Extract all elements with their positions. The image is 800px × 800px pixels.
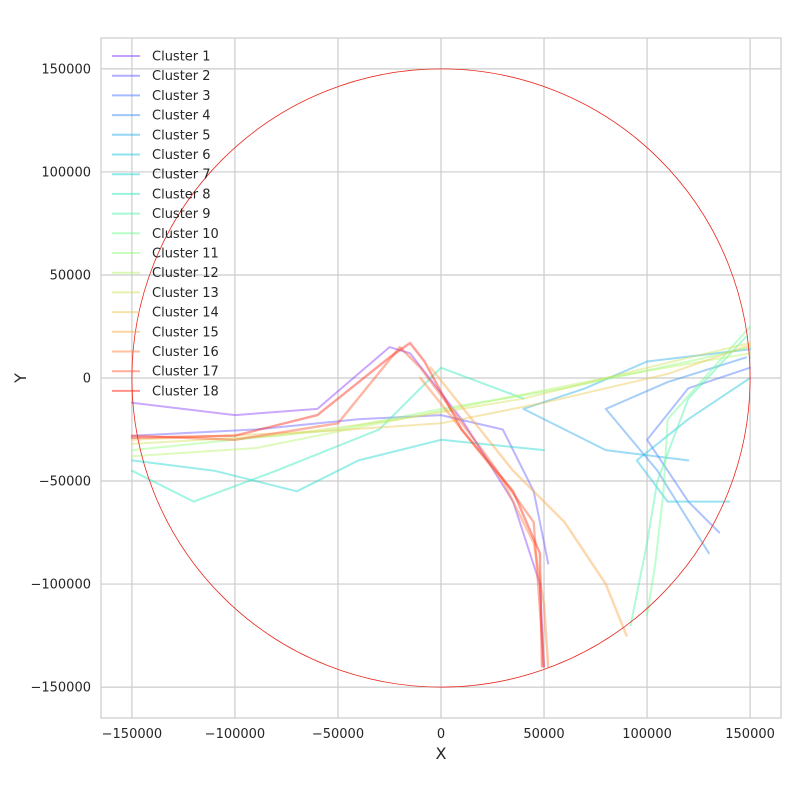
y-tick-label: 100000 <box>41 165 91 180</box>
y-tick-label: −100000 <box>30 578 91 593</box>
legend-label-cluster-14: Cluster 14 <box>152 306 219 321</box>
series-line-cluster-1 <box>130 346 545 668</box>
legend-label-cluster-5: Cluster 5 <box>152 128 211 143</box>
series-line-cluster-9 <box>629 335 747 627</box>
x-tick-label: 50000 <box>523 727 564 742</box>
series-line-cluster-13 <box>130 342 752 445</box>
x-tick-label: 100000 <box>622 727 672 742</box>
series-layer <box>130 325 752 668</box>
x-tick-label: −50000 <box>312 727 364 742</box>
series-line-cluster-10 <box>646 325 752 616</box>
series-line-cluster-16 <box>419 376 550 668</box>
boundary-circle <box>131 68 751 688</box>
series-line-cluster-18 <box>130 341 544 668</box>
series-line-cluster-4 <box>604 356 747 555</box>
x-tick-label: 0 <box>437 727 445 742</box>
y-tick-label: −150000 <box>30 681 91 696</box>
legend-label-cluster-16: Cluster 16 <box>152 345 219 360</box>
y-tick-label: 50000 <box>50 268 91 283</box>
series-line-cluster-2 <box>130 414 550 565</box>
legend-label-cluster-11: Cluster 11 <box>152 247 219 262</box>
series-line-cluster-14 <box>130 344 752 441</box>
legend-label-cluster-3: Cluster 3 <box>152 89 211 104</box>
tick-labels: −150000 −100000 −50000 0 50000 100000 150000 −1… <box>30 62 774 742</box>
legend-label-cluster-9: Cluster 9 <box>152 207 211 222</box>
series-line-cluster-17 <box>130 345 546 668</box>
series-line-cluster-6 <box>635 377 752 503</box>
legend-label-cluster-13: Cluster 13 <box>152 286 219 301</box>
series-line-cluster-7 <box>130 438 545 493</box>
x-axis-label: X <box>436 744 447 763</box>
y-tick-label: −50000 <box>39 475 91 490</box>
y-axis-label: Y <box>11 373 30 384</box>
legend-label-cluster-2: Cluster 2 <box>152 69 211 84</box>
legend-label-cluster-15: Cluster 15 <box>152 325 219 340</box>
legend-label-cluster-8: Cluster 8 <box>152 187 211 202</box>
legend-label-cluster-10: Cluster 10 <box>152 227 219 242</box>
series-line-cluster-5 <box>522 348 752 462</box>
plot-frame <box>100 37 782 719</box>
x-tick-label: −100000 <box>205 727 266 742</box>
series-line-cluster-15 <box>429 366 628 637</box>
x-tick-label: 150000 <box>725 727 775 742</box>
legend-label-cluster-17: Cluster 17 <box>152 365 219 380</box>
legend-label-cluster-18: Cluster 18 <box>152 384 219 399</box>
legend-label-cluster-7: Cluster 7 <box>152 168 211 183</box>
legend: Cluster 1 Cluster 2 Cluster 3 Cluster 4 Clus… <box>112 50 219 399</box>
y-tick-label: 0 <box>83 372 91 387</box>
legend-label-cluster-12: Cluster 12 <box>152 266 219 281</box>
series-line-cluster-12 <box>130 352 752 458</box>
series-line-cluster-3 <box>646 366 752 534</box>
y-tick-label: 150000 <box>41 62 91 77</box>
x-tick-label: −150000 <box>102 727 163 742</box>
legend-label-cluster-1: Cluster 1 <box>152 50 211 65</box>
series-line-cluster-11 <box>130 346 752 452</box>
legend-label-cluster-4: Cluster 4 <box>152 109 211 124</box>
legend-label-cluster-6: Cluster 6 <box>152 148 211 163</box>
series-line-cluster-8 <box>130 366 525 503</box>
